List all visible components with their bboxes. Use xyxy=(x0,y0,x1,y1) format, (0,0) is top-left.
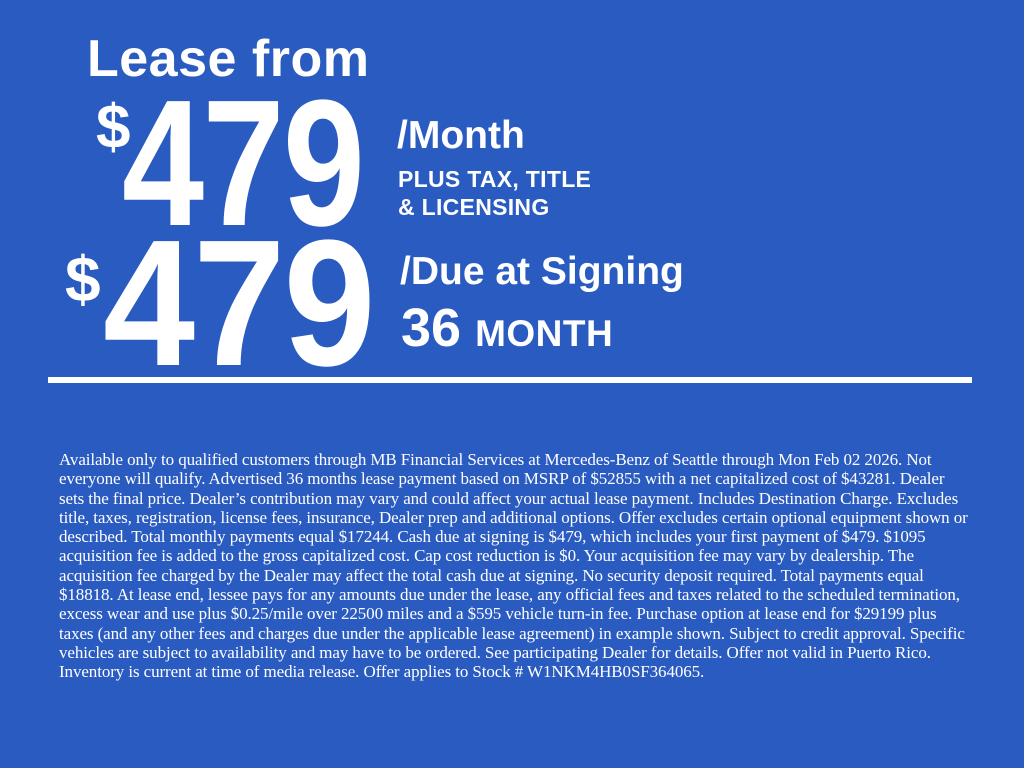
monthly-suffix: /Month xyxy=(397,114,525,157)
monthly-currency-symbol: $ xyxy=(96,93,131,162)
lease-term-unit: MONTH xyxy=(475,313,614,354)
lease-from-headline: Lease from xyxy=(87,30,370,88)
signing-amount: 479 xyxy=(103,203,376,404)
monthly-note-line1: PLUS TAX, TITLE xyxy=(398,166,592,192)
monthly-note-line2: & LICENSING xyxy=(398,194,550,220)
horizontal-divider xyxy=(48,377,972,383)
signing-currency-symbol: $ xyxy=(65,243,101,315)
lease-term: 36 MONTH xyxy=(401,301,613,355)
monthly-amount: 479 xyxy=(122,63,365,264)
offer-disclaimer-text: Available only to qualified customers th… xyxy=(59,450,968,682)
lease-term-number: 36 xyxy=(401,298,462,358)
signing-suffix: /Due at Signing xyxy=(400,250,684,293)
